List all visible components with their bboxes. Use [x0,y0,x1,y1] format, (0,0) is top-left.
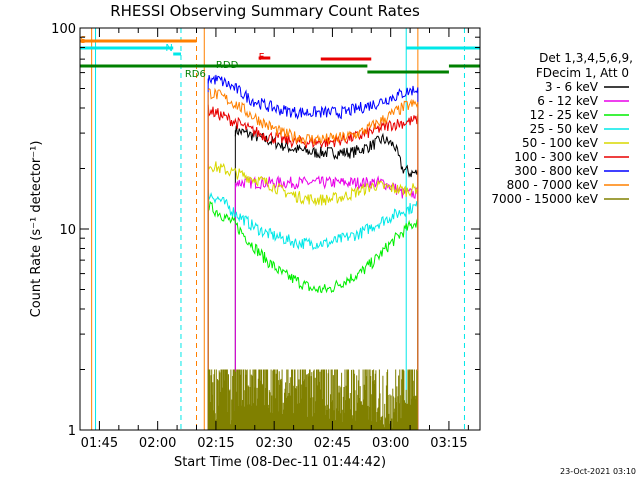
series-path-7 [207,74,419,120]
y-tick-label-100: 100 [51,22,76,37]
saa-flag-label: S [80,35,86,46]
observing-flags: S N RDD RD6 F [80,28,480,430]
series-path-6 [207,104,419,149]
legend-header-line-2: FDecim 1, Att 0 [536,66,629,80]
y-tick-label-10: 10 [59,223,76,238]
plot-frame [79,27,481,431]
night-flag-label: N [165,43,172,54]
axes [79,28,480,431]
legend-entry-label: 300 - 800 keV [514,164,598,178]
legend-header-line-1: Det 1,3,4,5,6,9, [539,51,633,65]
legend-entry-label: 800 - 7000 keV [507,178,599,192]
y-axis-label: Count Rate (s⁻¹ detector⁻¹) [29,141,44,318]
series-path-8 [207,87,419,146]
chart-title: RHESSI Observing Summary Count Rates [110,2,420,20]
series-path-5 [207,161,419,207]
series-path-3 [207,200,419,294]
x-tick-label: 03:00 [372,436,409,451]
legend-entry-label: 3 - 6 keV [545,80,599,94]
x-tick-label: 02:00 [139,436,176,451]
x-tick-label: 02:45 [314,436,351,451]
series-line-9 [207,369,418,430]
legend-entry-label: 7000 - 15000 keV [491,192,598,206]
legend-entry-label: 12 - 25 keV [530,108,599,122]
y-tick-label-1: 1 [68,424,76,439]
series-path-9 [207,369,418,430]
legend-entry-label: 6 - 12 keV [537,94,599,108]
x-axis-label: Start Time (08-Dec-11 01:44:42) [174,455,386,470]
x-tick-label: 02:15 [197,436,234,451]
x-tick-label: 03:15 [430,436,467,451]
x-tick-label: 01:45 [81,436,118,451]
series-path-4 [207,189,419,251]
series-layer [207,74,419,430]
series-path-1 [234,125,419,178]
legend-entry-label: 25 - 50 keV [530,122,599,136]
x-tick-labels: 01:45 02:00 02:15 02:30 02:45 03:00 03:15 [81,436,468,451]
flare-flag-label: F [259,52,265,63]
x-tick-label: 02:30 [255,436,292,451]
rdd-flag-label: RDD [216,60,239,71]
legend: Det 1,3,4,5,6,9, FDecim 1, Att 0 3 - 6 k… [491,51,633,206]
legend-entry-label: 50 - 100 keV [522,136,599,150]
rd6-flag-label: RD6 [185,69,206,80]
date-stamp: 23-Oct-2021 03:10 [560,467,636,476]
legend-entry-label: 100 - 300 keV [514,150,598,164]
